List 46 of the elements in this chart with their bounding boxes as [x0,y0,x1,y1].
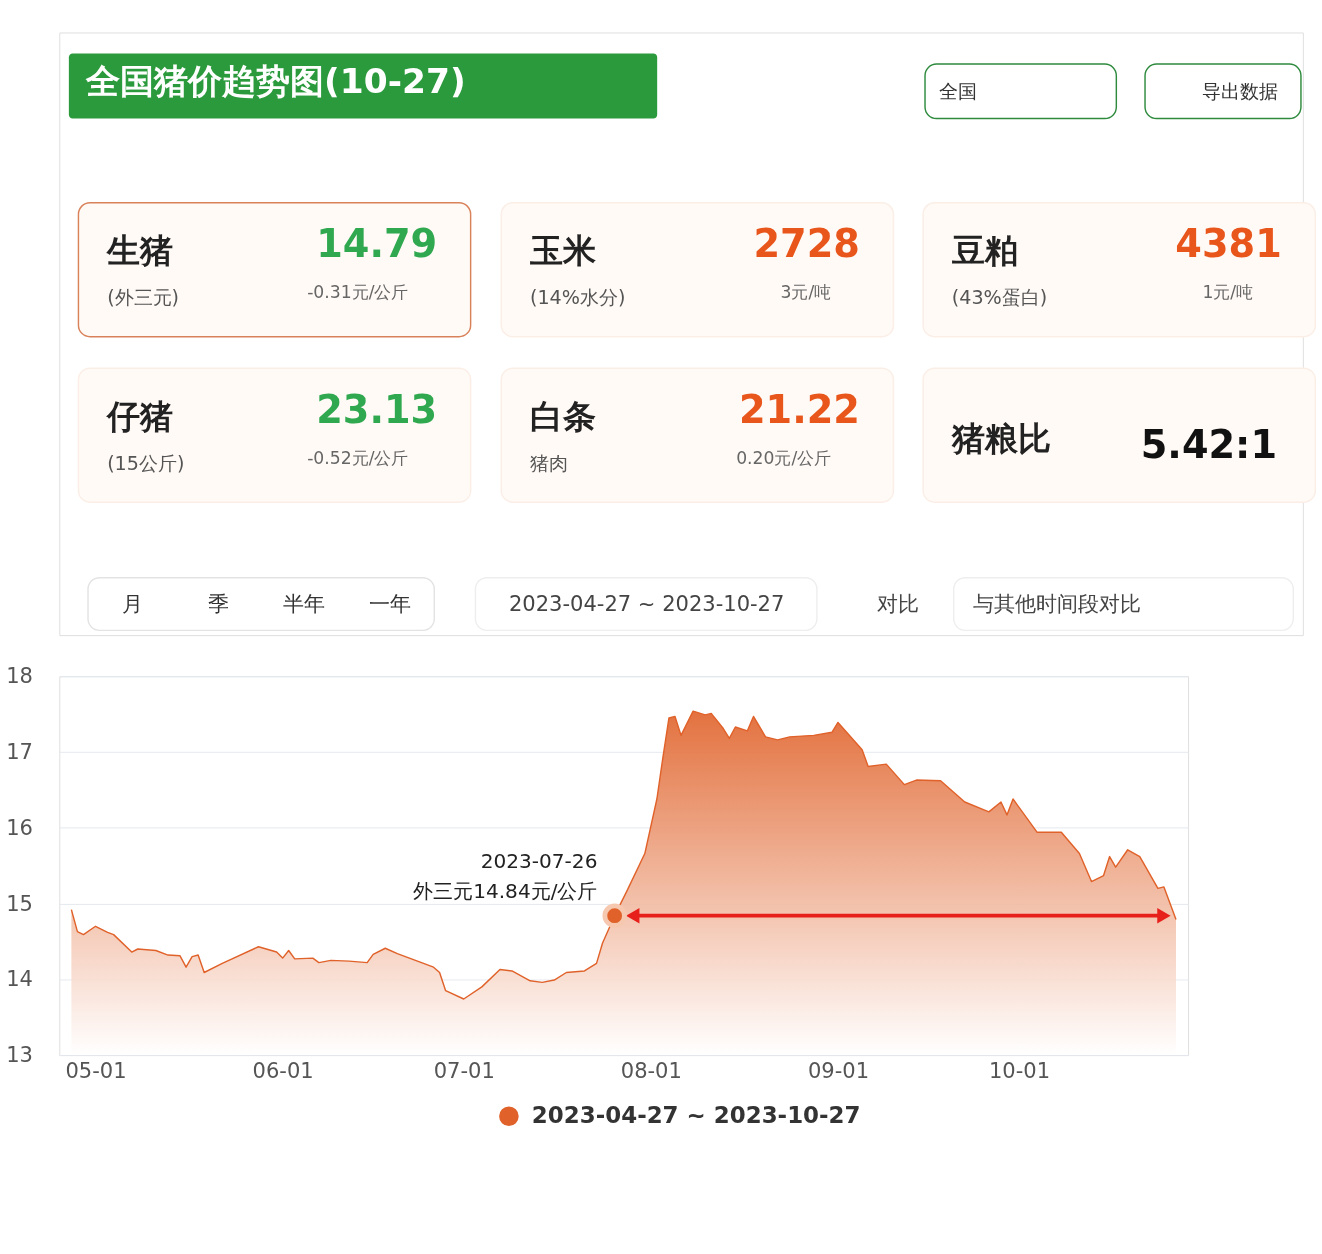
text: 全国 [939,79,978,103]
y-tick-label: 18 [6,663,33,689]
text: 白条 [529,397,596,436]
text: 月 [121,591,143,617]
text: 14.79 [316,221,438,267]
text: 0.20元/公斤 [736,447,832,468]
text: 一年 [369,591,412,617]
y-tick-label: 15 [6,890,33,916]
text: 猪肉 [529,451,568,475]
y-tick-label: 13 [6,1042,33,1068]
x-tick-label: 09-01 [807,1057,870,1083]
text: 猪粮比 [950,419,1051,458]
text: 导出数据 [1202,79,1279,103]
text: 23.13 [316,386,438,432]
text: -0.52元/公斤 [307,447,409,468]
x-tick-label: 10-01 [988,1057,1051,1083]
text: 与其他时间段对比 [972,591,1141,617]
x-tick-label: 08-01 [620,1057,682,1083]
annotation: 2023-07-26 外三元14.84元/公斤 [413,848,598,904]
text: 2023-04-27 ~ 2023-10-27 [508,591,785,617]
text: (15公斤) [107,451,185,475]
text: 半年 [283,591,326,617]
y-tick-label: 17 [6,739,33,765]
text: 玉米 [528,232,596,271]
text: 仔猪 [105,397,174,436]
text: 季 [207,591,229,617]
text: 1元/吨 [1202,282,1254,303]
text: (外三元) [107,286,180,310]
text: 3元/吨 [780,282,832,303]
x-tick-label: 05-01 [65,1057,127,1083]
text: -0.31元/公斤 [307,282,409,303]
x-tick-label: 06-01 [252,1057,314,1083]
text: 21.22 [738,386,860,432]
text: (43%蛋白) [951,286,1048,310]
text: 豆粕 [950,232,1018,271]
text: 2728 [753,221,860,267]
text: 4381 [1175,221,1282,267]
text: 生猪 [106,232,174,271]
legend-label: 2023-04-27 ~ 2023-10-27 [531,1101,861,1128]
y-tick-label: 14 [6,966,33,992]
text: (14%水分) [529,286,626,310]
x-tick-label: 07-01 [433,1057,495,1083]
y-tick-label: 16 [6,814,33,840]
text: 5.42:1 [1140,422,1278,468]
text: 全国猪价趋势图(10-27) [85,60,466,101]
text: 对比 [877,591,920,617]
